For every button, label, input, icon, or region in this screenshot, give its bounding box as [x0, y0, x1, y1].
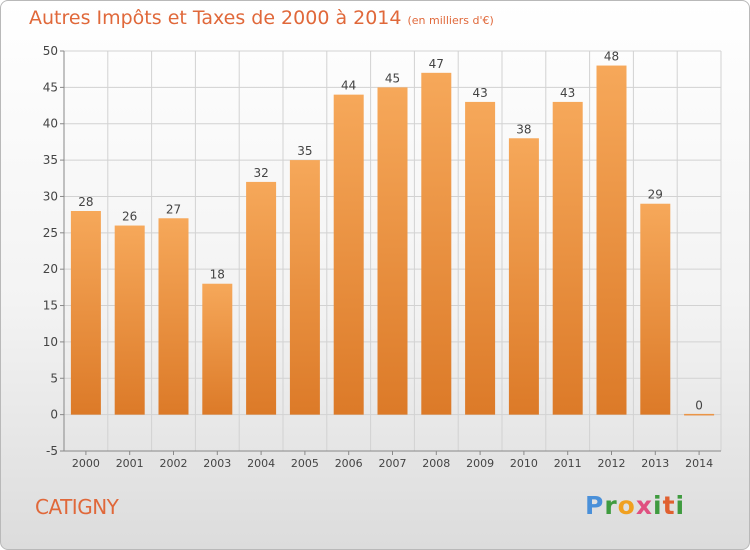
y-tick-label: 30 [43, 189, 58, 203]
bar [114, 225, 145, 415]
logo-letter: r [604, 491, 618, 520]
data-label: 28 [78, 195, 93, 209]
y-tick-label: -5 [46, 444, 58, 458]
x-tick-label: 2005 [291, 457, 319, 470]
logo-letter: o [617, 491, 636, 520]
data-labels: 28 26 27 18 32 35 44 45 47 43 38 43 48 29 0 [78, 50, 703, 413]
bar [640, 203, 671, 415]
title-text: Autres Impôts et Taxes de 2000 à 2014 [29, 7, 402, 29]
x-tick-label: 2010 [510, 457, 538, 470]
commune-name: CATIGNY [35, 495, 119, 519]
data-label: 26 [122, 210, 137, 224]
x-tick-label: 2008 [422, 457, 450, 470]
bar [508, 138, 539, 415]
data-label: 32 [253, 166, 268, 180]
x-tick-label: 2014 [685, 457, 713, 470]
chart-title: Autres Impôts et Taxes de 2000 à 2014 (en… [29, 7, 494, 29]
logo-letter: i [653, 491, 663, 520]
bar [552, 101, 583, 415]
x-tick-label: 2000 [72, 457, 100, 470]
x-tick-label: 2013 [641, 457, 669, 470]
y-tick-label: 15 [43, 299, 58, 313]
x-tick-label: 2011 [554, 457, 582, 470]
x-tick-label: 2009 [466, 457, 494, 470]
bar [465, 101, 496, 415]
data-label: 18 [210, 268, 225, 282]
bar [421, 72, 452, 415]
bar [596, 65, 627, 415]
bar [377, 87, 408, 415]
bar [246, 181, 277, 415]
bar [202, 283, 233, 415]
x-tick-label: 2006 [335, 457, 363, 470]
logo-letter: t [662, 491, 676, 520]
proxiti-logo[interactable]: Proxiti [585, 491, 685, 520]
x-tick-label: 2004 [247, 457, 275, 470]
bar [158, 218, 189, 415]
y-tick-label: 50 [43, 44, 58, 58]
y-tick-label: 35 [43, 153, 58, 167]
x-tick-label: 2003 [203, 457, 231, 470]
data-label: 43 [472, 86, 487, 100]
axes [60, 50, 721, 455]
y-tick-label: 10 [43, 335, 58, 349]
bar [70, 211, 101, 415]
logo-letter: x [635, 491, 653, 520]
bars [70, 65, 715, 416]
y-tick-labels: -5 0 5 10 15 20 25 30 35 40 45 50 [43, 44, 58, 458]
x-tick-labels: 2000 2001 2002 2003 2004 2005 2006 2007 2008 2009… [72, 457, 713, 470]
data-label: 29 [648, 188, 663, 202]
data-label: 44 [341, 79, 356, 93]
data-label: 35 [297, 144, 312, 158]
y-tick-label: 25 [43, 226, 58, 240]
data-label: 47 [429, 57, 444, 71]
data-label: 38 [516, 122, 531, 136]
x-tick-label: 2012 [598, 457, 626, 470]
logo-letter: P [585, 491, 605, 520]
x-tick-label: 2002 [160, 457, 188, 470]
data-label: 48 [604, 50, 619, 64]
chart-subtitle: (en milliers d'€) [407, 14, 494, 27]
y-tick-label: 0 [50, 408, 58, 422]
x-tick-label: 2001 [116, 457, 144, 470]
y-tick-label: 40 [43, 117, 58, 131]
logo-letter: i [675, 491, 686, 520]
x-tick-label: 2007 [379, 457, 407, 470]
data-label: 45 [385, 71, 400, 85]
bar [289, 160, 320, 415]
data-label: 43 [560, 86, 575, 100]
bar [333, 94, 364, 415]
bar [684, 413, 715, 416]
y-tick-label: 45 [43, 80, 58, 94]
y-tick-label: 5 [50, 371, 58, 385]
y-tick-label: 20 [43, 262, 58, 276]
data-label: 27 [166, 202, 181, 216]
data-label: 0 [695, 399, 703, 413]
